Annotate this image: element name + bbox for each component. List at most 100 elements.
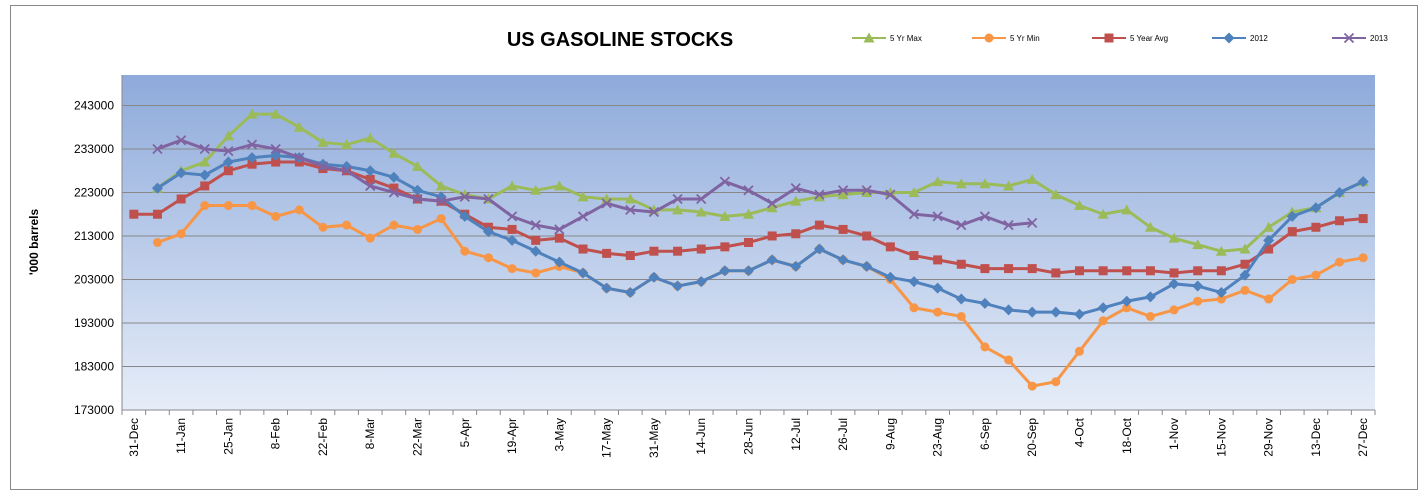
marker xyxy=(933,255,943,265)
y-tick-label: 193000 xyxy=(74,316,114,330)
y-tick-label: 203000 xyxy=(74,272,114,286)
marker xyxy=(270,143,281,155)
x-tick-label: 25-Jan xyxy=(221,418,235,455)
chart-title: US GASOLINE STOCKS xyxy=(507,29,733,51)
marker xyxy=(247,159,257,169)
marker xyxy=(270,108,282,119)
x-tick-label: 3-May xyxy=(552,418,566,451)
marker xyxy=(1051,377,1061,387)
marker xyxy=(695,206,707,217)
marker xyxy=(862,231,872,241)
y-tick-label: 233000 xyxy=(74,142,114,156)
marker xyxy=(175,135,187,146)
marker xyxy=(531,235,541,245)
marker xyxy=(624,287,636,299)
marker xyxy=(673,246,683,256)
marker xyxy=(1073,308,1085,320)
marker xyxy=(1027,264,1037,274)
marker xyxy=(294,205,304,215)
marker xyxy=(247,201,257,211)
marker xyxy=(388,147,400,158)
marker xyxy=(365,180,376,192)
x-tick-label: 23-Aug xyxy=(931,418,945,457)
marker xyxy=(743,208,754,219)
marker xyxy=(837,254,849,266)
marker xyxy=(814,189,825,200)
marker xyxy=(908,276,920,288)
marker xyxy=(365,233,375,243)
marker xyxy=(1026,173,1038,184)
marker xyxy=(1122,266,1132,276)
marker xyxy=(176,194,186,204)
marker xyxy=(531,268,541,278)
marker xyxy=(1215,287,1227,299)
marker xyxy=(719,176,730,187)
marker xyxy=(1003,219,1014,231)
marker xyxy=(175,167,187,179)
marker xyxy=(1286,210,1298,222)
marker xyxy=(1358,253,1368,263)
x-tick-label: 26-Jul xyxy=(836,418,850,451)
marker xyxy=(743,265,754,277)
marker xyxy=(1026,306,1038,318)
x-tick-label: 9-Aug xyxy=(883,418,897,450)
marker xyxy=(790,260,802,272)
marker xyxy=(837,189,849,200)
marker xyxy=(813,243,825,255)
marker xyxy=(602,248,612,258)
x-tick-label: 8-Mar xyxy=(363,418,377,449)
marker xyxy=(1193,266,1203,276)
x-tick-label: 17-May xyxy=(600,418,614,458)
marker xyxy=(1239,269,1251,281)
x-tick-label: 14-Jun xyxy=(694,418,708,455)
marker xyxy=(956,219,967,231)
marker xyxy=(389,220,399,230)
marker xyxy=(979,211,991,222)
marker xyxy=(1097,208,1109,219)
marker xyxy=(413,224,423,234)
marker xyxy=(1192,239,1204,250)
y-tick-label: 243000 xyxy=(74,98,114,112)
marker xyxy=(1144,291,1156,303)
marker xyxy=(246,152,258,164)
marker xyxy=(1287,274,1297,284)
legend-label: 5 Yr Max xyxy=(890,34,922,43)
marker xyxy=(152,143,163,155)
marker xyxy=(933,307,943,317)
marker xyxy=(861,185,872,196)
marker xyxy=(152,209,162,219)
marker xyxy=(1169,268,1179,278)
marker xyxy=(885,242,895,252)
marker xyxy=(648,271,660,283)
marker xyxy=(791,229,801,239)
marker xyxy=(341,165,352,176)
marker xyxy=(1310,202,1322,214)
marker xyxy=(554,224,565,235)
marker xyxy=(530,184,542,195)
marker xyxy=(1004,355,1014,365)
x-tick-label: 28-Jun xyxy=(742,418,756,455)
marker xyxy=(837,185,849,196)
marker xyxy=(412,193,423,205)
x-tick-label: 20-Sep xyxy=(1025,418,1039,457)
marker xyxy=(554,233,564,243)
marker xyxy=(129,209,139,219)
marker xyxy=(909,303,919,313)
marker xyxy=(507,224,517,234)
x-tick-label: 4-Oct xyxy=(1072,417,1086,447)
y-tick-label: 173000 xyxy=(74,403,114,417)
marker xyxy=(743,185,754,196)
marker xyxy=(577,191,589,202)
marker xyxy=(1168,232,1180,243)
marker xyxy=(1121,295,1133,307)
marker xyxy=(601,282,613,294)
marker xyxy=(1263,234,1275,246)
marker xyxy=(766,202,778,213)
marker xyxy=(1003,304,1015,316)
marker xyxy=(223,166,233,176)
marker xyxy=(1264,294,1274,304)
marker xyxy=(1145,266,1155,276)
marker xyxy=(767,198,778,209)
marker xyxy=(956,259,966,269)
marker xyxy=(553,180,565,191)
